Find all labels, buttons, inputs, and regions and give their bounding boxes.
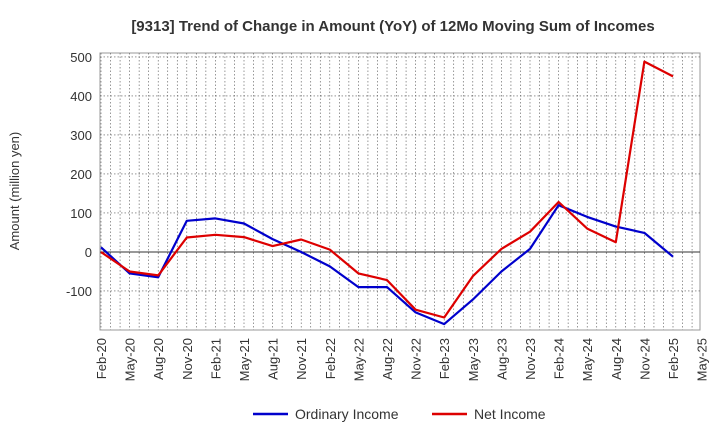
- series-line-net-income: [100, 60, 674, 319]
- x-tick-label: May-21: [237, 338, 252, 381]
- legend: Ordinary Income Net Income: [253, 406, 546, 422]
- x-tick-label: Feb-22: [323, 338, 338, 379]
- y-axis-ticks: -100 0 100 200 300 400 500: [66, 50, 92, 299]
- x-tick-label: Aug-23: [494, 338, 509, 380]
- legend-label-ordinary-income: Ordinary Income: [295, 406, 399, 422]
- x-axis-ticks: Feb-20 May-20 Aug-20 Nov-20 Feb-21 May-21 Aug-…: [94, 338, 710, 381]
- y-tick-label: 200: [70, 167, 92, 182]
- x-tick-label: May-23: [466, 338, 481, 381]
- x-tick-label: Aug-20: [151, 338, 166, 380]
- x-tick-label: Nov-23: [523, 338, 538, 380]
- plot-area: [99, 52, 701, 331]
- horizontal-grid: [100, 56, 700, 292]
- series-line-ordinary-income: [100, 204, 674, 326]
- x-tick-label: Feb-24: [552, 338, 567, 379]
- x-tick-label: Feb-25: [666, 338, 681, 379]
- chart-title: [9313] Trend of Change in Amount (YoY) o…: [131, 18, 654, 35]
- x-tick-label: Nov-24: [637, 338, 652, 380]
- y-axis-label: Amount (million yen): [7, 132, 22, 251]
- legend-label-net-income: Net Income: [474, 406, 546, 422]
- y-tick-label: -100: [66, 284, 92, 299]
- x-tick-label: Nov-22: [409, 338, 424, 380]
- x-tick-label: Feb-20: [94, 338, 109, 379]
- x-tick-label: May-24: [580, 338, 595, 381]
- x-tick-label: Nov-20: [180, 338, 195, 380]
- x-tick-label: Nov-21: [294, 338, 309, 380]
- y-tick-label: 300: [70, 128, 92, 143]
- x-tick-label: Aug-22: [380, 338, 395, 380]
- vertical-grid: [100, 53, 693, 330]
- series-lines: [100, 60, 674, 326]
- x-tick-label: Feb-23: [437, 338, 452, 379]
- x-tick-label: Feb-21: [208, 338, 223, 379]
- y-tick-label: 400: [70, 89, 92, 104]
- x-tick-label: May-20: [123, 338, 138, 381]
- x-tick-label: May-25: [695, 338, 710, 381]
- y-tick-label: 500: [70, 50, 92, 65]
- x-tick-label: Aug-21: [266, 338, 281, 380]
- x-tick-label: Aug-24: [609, 338, 624, 380]
- y-tick-label: 100: [70, 206, 92, 221]
- x-tick-label: May-22: [351, 338, 366, 381]
- y-tick-label: 0: [85, 245, 92, 260]
